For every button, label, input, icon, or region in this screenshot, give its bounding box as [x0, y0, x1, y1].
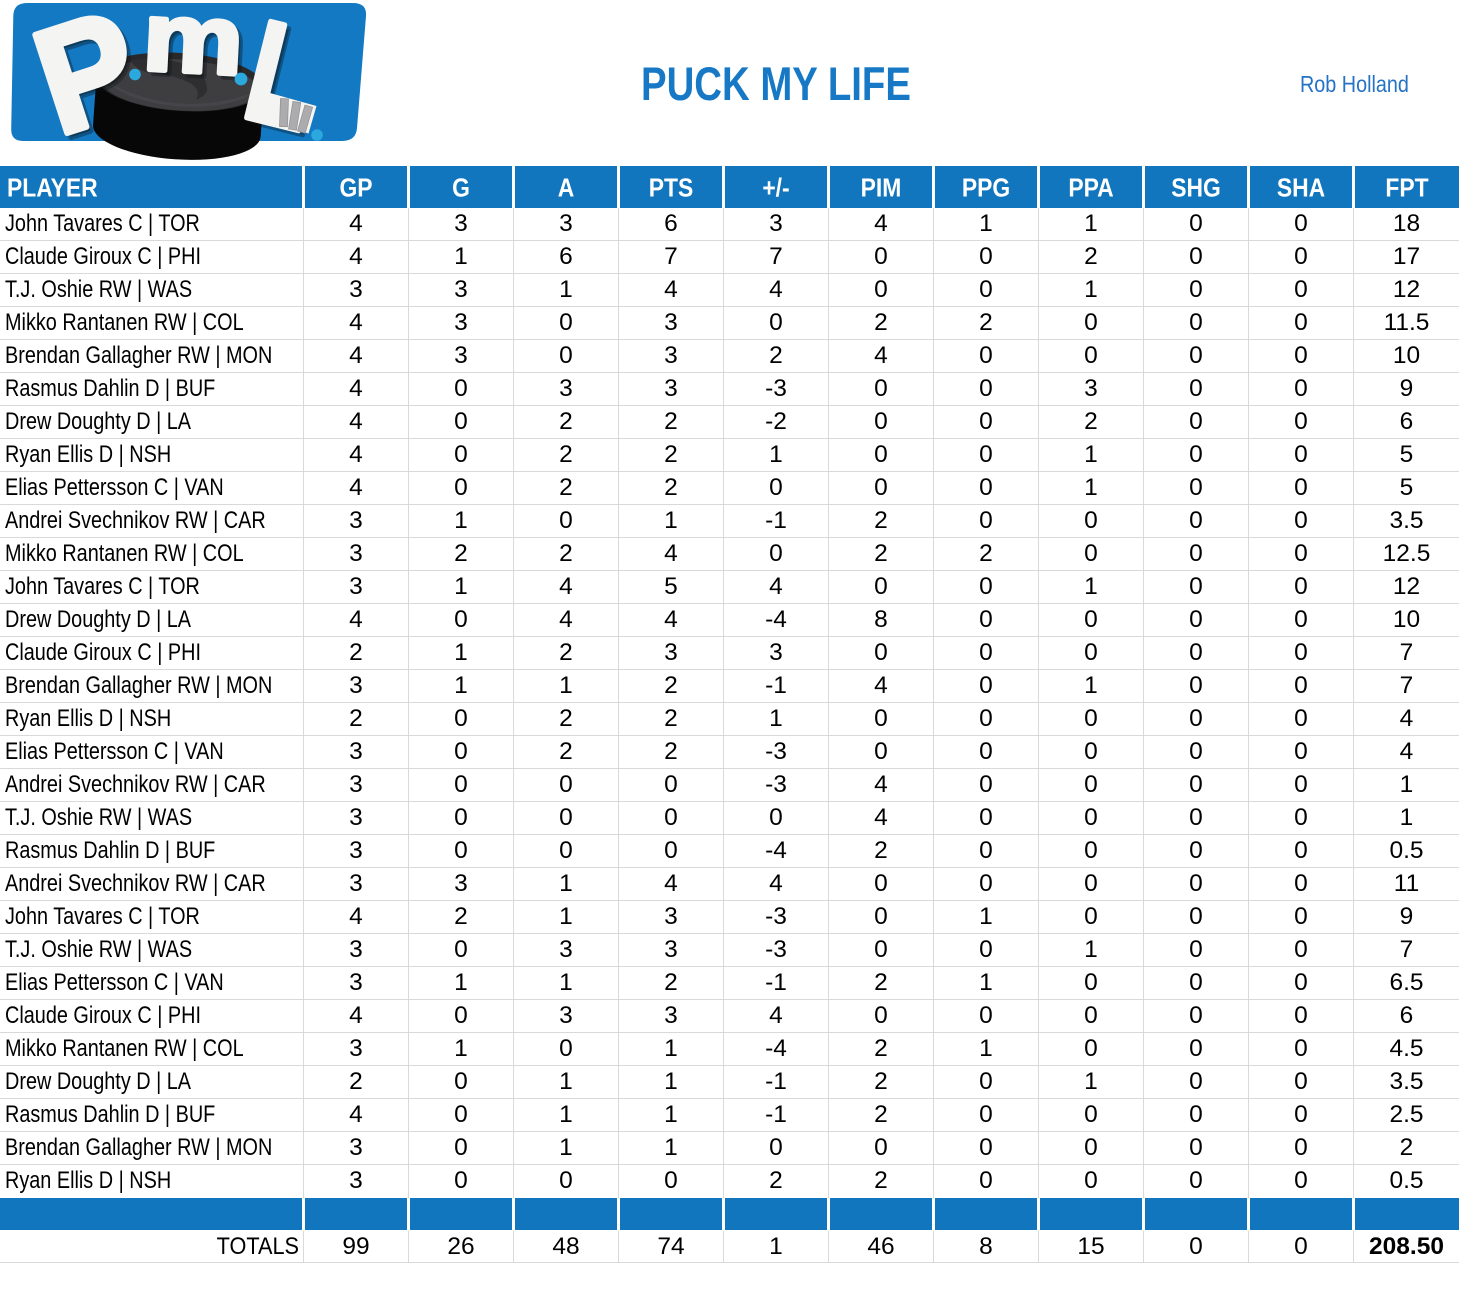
- svg-text:m: m: [140, 0, 246, 96]
- svg-text:m: m: [144, 0, 250, 100]
